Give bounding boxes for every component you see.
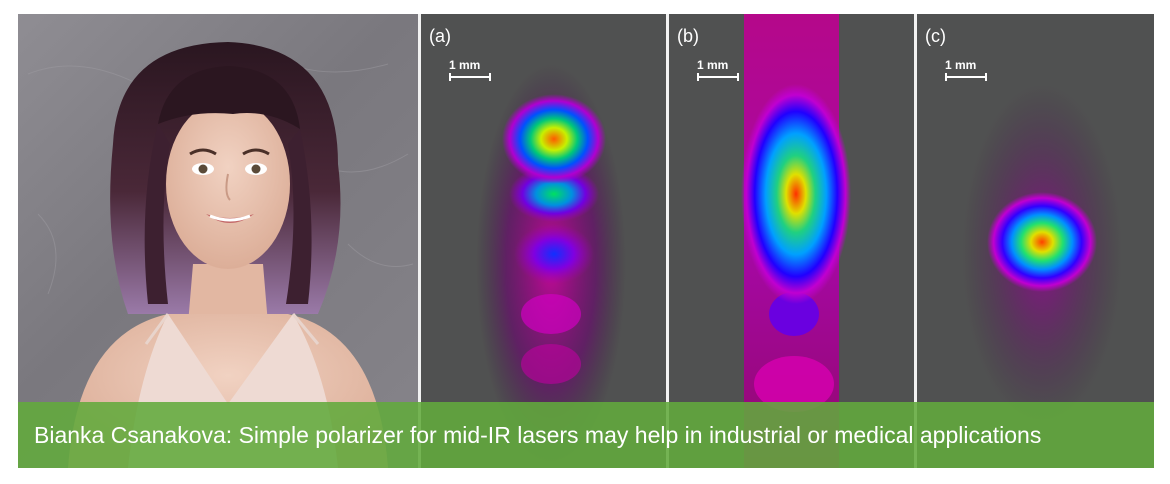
beam-profile-b [741,14,851,468]
portrait-photo [18,14,418,468]
divider [914,14,917,468]
beam-profile-panel-c: (c) 1 mm [917,14,1154,468]
caption-headline[interactable]: Bianka Csanakova: Simple polarizer for m… [34,421,1042,448]
beam-profile-c [962,84,1122,424]
panel-label: (a) [429,26,451,46]
news-banner[interactable]: (a) 1 mm [18,14,1154,468]
scale-bar [697,73,739,81]
panel-label: (b) [677,26,699,46]
scale-bar-label: 1 mm [449,58,481,72]
panel-label: (c) [925,26,946,46]
scale-bar [945,73,987,81]
portrait-illustration [27,42,414,468]
beam-profile-panel-a: (a) 1 mm [421,14,666,468]
scale-bar [449,73,491,81]
divider [418,14,421,468]
caption-bar[interactable]: Bianka Csanakova: Simple polarizer for m… [18,402,1154,468]
beam-profile-a [476,64,626,464]
scale-bar-label: 1 mm [697,58,729,72]
beam-profile-panel-b: (b) 1 mm [669,14,914,468]
divider [666,14,669,468]
scale-bar-label: 1 mm [945,58,977,72]
